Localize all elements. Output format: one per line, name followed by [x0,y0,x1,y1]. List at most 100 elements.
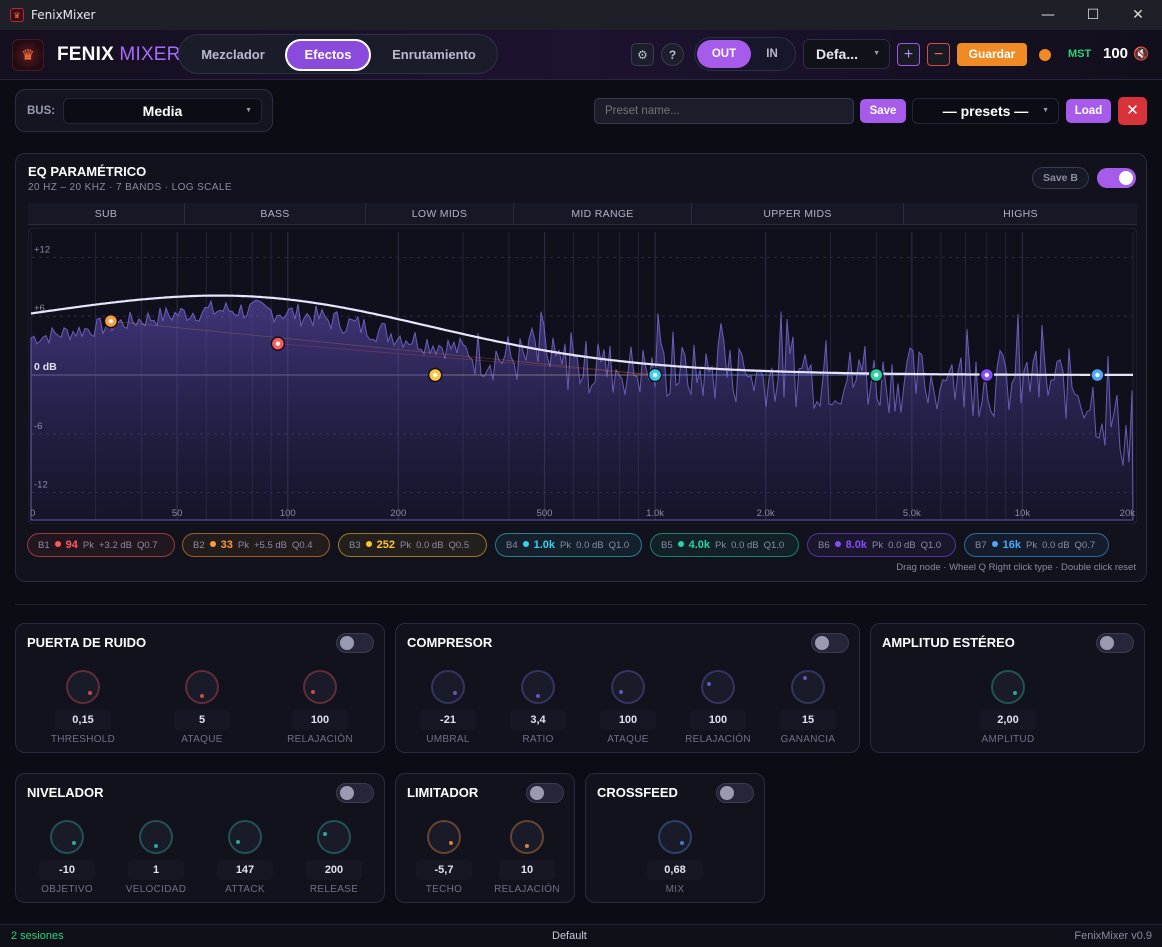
main-tabs: Mezclador Efectos Enrutamiento [178,34,498,74]
knob-indicator [707,682,712,687]
band-chip-b7[interactable]: B7 16k Pk 0.0 dB Q0.7 [964,533,1109,557]
band-q: Q0.7 [1074,540,1096,551]
db-tick-label: -12 [34,480,48,491]
freq-tick-label: 0 [30,508,35,519]
minimize-button[interactable]: — [1041,7,1055,23]
band-freq: 1.0k [533,539,556,551]
save-config-button[interactable]: Guardar [957,43,1027,66]
knob[interactable] [701,670,735,704]
eq-node-core [108,318,114,324]
knob[interactable] [50,820,84,854]
out-button[interactable]: OUT [697,40,751,68]
remove-device-button[interactable]: − [927,43,950,66]
chevron-down-icon: ▼ [873,50,880,57]
crossfeed-toggle[interactable] [716,783,754,803]
knob-label: THRESHOLD [50,734,116,745]
tab-enrutamiento[interactable]: Enrutamiento [392,47,476,62]
freq-tick-label: 20k [1120,508,1136,519]
delete-preset-close-icon[interactable]: ✕ [1118,97,1147,125]
knob-value: 100 [690,710,746,730]
db-tick-label: 0 dB [34,361,57,373]
band-chip-b6[interactable]: B6 8.0k Pk 0.0 dB Q1.0 [807,533,956,557]
preset-name-input[interactable] [594,98,854,124]
knob-indicator [199,693,204,698]
knob-value: 1 [128,860,184,880]
eq-subtitle: 20 HZ – 20 KHZ · 7 BANDS · LOG SCALE [28,182,232,193]
app-icon: ♛ [10,8,24,22]
knob[interactable] [139,820,173,854]
band-q: Q0.4 [291,540,313,551]
load-preset-button[interactable]: Load [1066,99,1111,123]
stereo-toggle[interactable] [1096,633,1134,653]
knob[interactable] [510,820,544,854]
tab-efectos[interactable]: Efectos [285,39,371,71]
gate-toggle[interactable] [336,633,374,653]
band-id: B7 [975,540,987,551]
knob-value: 147 [217,860,273,880]
knob[interactable] [431,670,465,704]
eq-node-core [1095,372,1100,378]
band-color-dot [54,541,61,548]
knob[interactable] [427,820,461,854]
knob[interactable] [66,670,100,704]
band-freq: 33 [220,539,233,551]
presets-select[interactable]: — presets — ▼ [912,98,1059,124]
chevron-down-icon: ▼ [245,107,252,114]
band-type: Pk [872,540,884,551]
knob-label: ATTACK [225,884,265,895]
band-chip-b4[interactable]: B4 1.0k Pk 0.0 dB Q1.0 [495,533,642,557]
tab-mezclador[interactable]: Mezclador [201,47,265,62]
maximize-button[interactable]: ☐ [1086,7,1100,23]
knob-indicator [452,690,457,695]
eq-graph[interactable]: +12 +6 0 dB -6 -12 0 50 100 200 500 1.0k 2.0k 5.0k 10… [28,228,1137,524]
master-volume: 100 [1103,45,1129,62]
eq-enable-toggle[interactable] [1097,168,1136,188]
band-color-dot [209,541,216,548]
freq-tick-label: 2.0k [757,508,775,519]
settings-gear-icon[interactable]: ⚙ [631,43,654,66]
speaker-mute-icon[interactable]: 🔇 [1133,46,1150,61]
leveler-toggle[interactable] [336,783,374,803]
band-q: Q0.5 [448,540,470,551]
knob[interactable] [791,670,825,704]
crossfeed-panel: CROSSFEED 0,68 MIX [585,773,765,903]
parametric-eq-panel: EQ PARAMÉTRICO 20 HZ – 20 KHZ · 7 BANDS … [15,153,1147,582]
freq-tick-label: 1.0k [646,508,664,519]
band-chip-b1[interactable]: B1 94 Pk +3.2 dB Q0.7 [27,533,175,557]
add-device-button[interactable]: + [897,43,920,66]
band-q: Q0.7 [136,540,158,551]
band-chip-b2[interactable]: B2 33 Pk +5.5 dB Q0.4 [182,533,330,557]
band-chip-b3[interactable]: B3 252 Pk 0.0 dB Q0.5 [338,533,487,557]
band-type: Pk [560,540,572,551]
knob[interactable] [658,820,692,854]
knob[interactable] [303,670,337,704]
knob[interactable] [521,670,555,704]
knob-label: ATAQUE [181,734,223,745]
limiter-toggle[interactable] [526,783,564,803]
eq-hint: Drag node · Wheel Q Right click type · D… [896,562,1136,573]
in-button[interactable]: IN [766,48,778,60]
help-icon[interactable]: ? [661,43,684,66]
session-count: 2 sesiones [11,930,64,942]
knob[interactable] [185,670,219,704]
save-preset-button[interactable]: Save [860,99,906,123]
knob[interactable] [228,820,262,854]
knob[interactable] [991,670,1025,704]
band-gain: 0.0 dB [888,540,916,551]
bus-select[interactable]: Media ▼ [63,98,262,124]
band-gain: 0.0 dB [576,540,604,551]
compressor-toggle[interactable] [811,633,849,653]
save-b-button[interactable]: Save B [1032,167,1089,189]
band-color-dot [991,541,998,548]
knob-value: -5,7 [416,860,472,880]
band-chip-b5[interactable]: B5 4.0k Pk 0.0 dB Q1.0 [650,533,799,557]
knob[interactable] [317,820,351,854]
knob-label: TECHO [425,884,463,895]
active-profile: Default [552,930,587,942]
device-select[interactable]: Defa... ▼ [803,39,890,69]
knob[interactable] [611,670,645,704]
band-id: B1 [38,540,50,551]
knob-value: 15 [780,710,836,730]
knob-label: RELAJACIÓN [685,734,751,745]
close-window-button[interactable]: ✕ [1132,7,1144,23]
